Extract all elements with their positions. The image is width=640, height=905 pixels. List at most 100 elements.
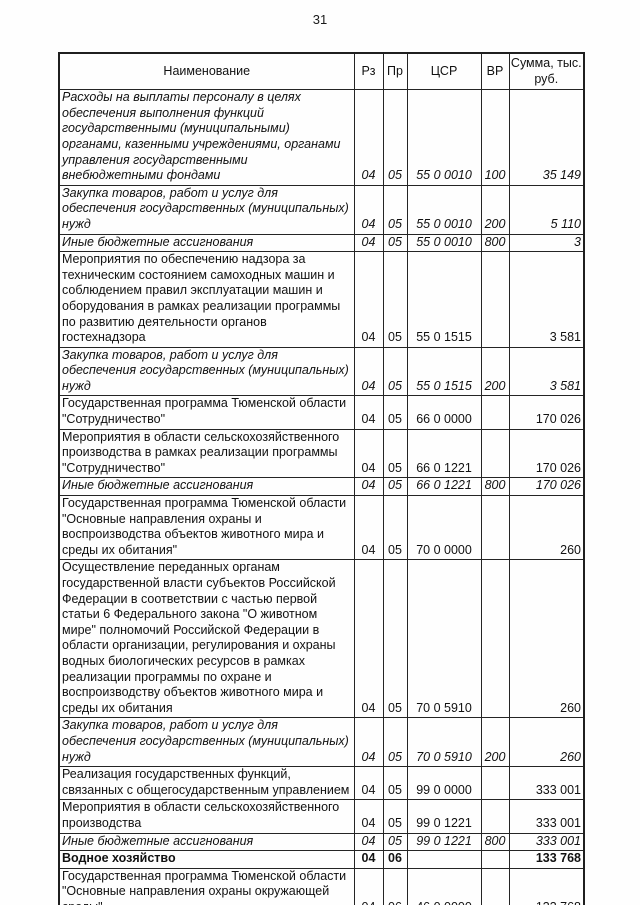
row-vr: 800 — [480, 832, 510, 852]
row-csr: 70 0 5910 — [406, 717, 482, 768]
row-vr: 100 — [480, 89, 510, 186]
row-pr: 05 — [382, 89, 408, 186]
row-pr: 05 — [382, 346, 408, 397]
row-name: Реализация государственных функций, связ… — [58, 766, 355, 801]
row-sum: 333 001 — [508, 766, 585, 801]
row-name: Мероприятия по обеспечению надзора за те… — [58, 251, 355, 348]
header-csr: ЦСР — [406, 52, 482, 91]
row-name: Закупка товаров, работ и услуг для обесп… — [58, 346, 355, 397]
row-csr: 66 0 0000 — [406, 395, 482, 430]
row-pr: 05 — [382, 251, 408, 348]
row-rz: 04 — [353, 233, 384, 253]
row-sum: 133 768 — [508, 850, 585, 869]
row-rz: 04 — [353, 477, 384, 497]
row-vr — [480, 766, 510, 801]
row-sum: 170 026 — [508, 428, 585, 479]
row-sum: 5 110 — [508, 184, 585, 235]
row-sum: 333 001 — [508, 799, 585, 834]
table-row: Закупка товаров, работ и услуг для обесп… — [58, 717, 585, 768]
row-sum: 35 149 — [508, 89, 585, 186]
row-sum: 3 — [508, 233, 585, 253]
table-row: Расходы на выплаты персоналу в целях обе… — [58, 89, 585, 186]
table-row: Государственная программа Тюменской обла… — [58, 867, 585, 905]
row-pr: 05 — [382, 477, 408, 497]
row-name: Государственная программа Тюменской обла… — [58, 495, 355, 561]
row-pr: 05 — [382, 559, 408, 719]
row-csr: 99 0 1221 — [406, 799, 482, 834]
row-name: Закупка товаров, работ и услуг для обесп… — [58, 717, 355, 768]
row-sum: 333 001 — [508, 832, 585, 852]
row-pr: 05 — [382, 799, 408, 834]
row-vr — [480, 428, 510, 479]
row-pr: 05 — [382, 717, 408, 768]
row-rz: 04 — [353, 346, 384, 397]
row-csr: 55 0 0010 — [406, 89, 482, 186]
row-sum: 260 — [508, 717, 585, 768]
table-row: Мероприятия в области сельскохозяйственн… — [58, 428, 585, 479]
row-rz: 04 — [353, 850, 384, 869]
row-rz: 04 — [353, 395, 384, 430]
row-name: Мероприятия в области сельскохозяйственн… — [58, 428, 355, 479]
row-csr: 70 0 0000 — [406, 495, 482, 561]
row-vr — [480, 850, 510, 869]
row-vr: 800 — [480, 477, 510, 497]
table-header-row: Наименование Рз Пр ЦСР ВР Сумма, тыс. ру… — [58, 52, 585, 91]
table-row: Закупка товаров, работ и услуг для обесп… — [58, 346, 585, 397]
table-row: Водное хозяйство 04 06 133 768 — [58, 850, 585, 869]
table-row: Осуществление переданных органам государ… — [58, 559, 585, 719]
row-sum: 133 768 — [508, 867, 585, 905]
row-name: Иные бюджетные ассигнования — [58, 832, 355, 852]
row-pr: 05 — [382, 184, 408, 235]
row-sum: 3 581 — [508, 251, 585, 348]
row-vr — [480, 251, 510, 348]
row-vr — [480, 799, 510, 834]
row-sum: 3 581 — [508, 346, 585, 397]
row-csr: 46 0 0000 — [406, 867, 482, 905]
row-rz: 04 — [353, 251, 384, 348]
table-row: Иные бюджетные ассигнования 04 05 55 0 0… — [58, 233, 585, 253]
row-name: Мероприятия в области сельскохозяйственн… — [58, 799, 355, 834]
row-name: Закупка товаров, работ и услуг для обесп… — [58, 184, 355, 235]
budget-table: Наименование Рз Пр ЦСР ВР Сумма, тыс. ру… — [58, 52, 585, 905]
row-pr: 05 — [382, 428, 408, 479]
row-rz: 04 — [353, 799, 384, 834]
table-row: Мероприятия по обеспечению надзора за те… — [58, 251, 585, 348]
row-csr: 55 0 0010 — [406, 184, 482, 235]
table-row: Государственная программа Тюменской обла… — [58, 495, 585, 561]
row-rz: 04 — [353, 832, 384, 852]
table-row: Закупка товаров, работ и услуг для обесп… — [58, 184, 585, 235]
row-rz: 04 — [353, 867, 384, 905]
row-rz: 04 — [353, 89, 384, 186]
table-row: Иные бюджетные ассигнования 04 05 99 0 1… — [58, 832, 585, 852]
row-rz: 04 — [353, 428, 384, 479]
row-vr: 200 — [480, 346, 510, 397]
row-csr — [406, 850, 482, 869]
row-rz: 04 — [353, 766, 384, 801]
row-sum: 170 026 — [508, 395, 585, 430]
row-name: Иные бюджетные ассигнования — [58, 233, 355, 253]
row-csr: 66 0 1221 — [406, 477, 482, 497]
row-vr — [480, 495, 510, 561]
row-rz: 04 — [353, 495, 384, 561]
row-name: Иные бюджетные ассигнования — [58, 477, 355, 497]
row-pr: 05 — [382, 832, 408, 852]
row-vr — [480, 559, 510, 719]
row-vr — [480, 395, 510, 430]
row-csr: 70 0 5910 — [406, 559, 482, 719]
row-vr — [480, 867, 510, 905]
row-csr: 55 0 1515 — [406, 346, 482, 397]
header-name: Наименование — [58, 52, 355, 91]
row-vr: 200 — [480, 184, 510, 235]
row-name: Водное хозяйство — [58, 850, 355, 869]
table-row: Иные бюджетные ассигнования 04 05 66 0 1… — [58, 477, 585, 497]
row-pr: 05 — [382, 495, 408, 561]
row-pr: 06 — [382, 850, 408, 869]
row-csr: 99 0 0000 — [406, 766, 482, 801]
header-rz: Рз — [353, 52, 384, 91]
row-sum: 170 026 — [508, 477, 585, 497]
header-pr: Пр — [382, 52, 408, 91]
table-row: Реализация государственных функций, связ… — [58, 766, 585, 801]
row-pr: 05 — [382, 766, 408, 801]
table-row: Государственная программа Тюменской обла… — [58, 395, 585, 430]
row-csr: 99 0 1221 — [406, 832, 482, 852]
